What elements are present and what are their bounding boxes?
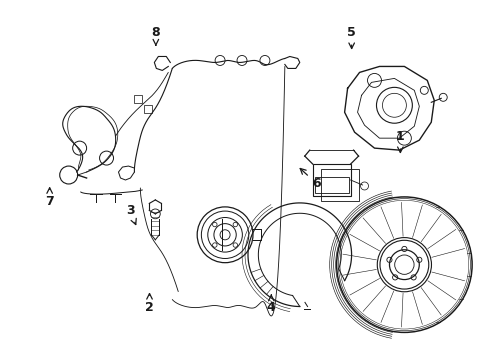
Text: 1: 1 — [395, 130, 404, 153]
Text: 4: 4 — [266, 295, 275, 314]
Text: 8: 8 — [151, 27, 160, 45]
Text: 2: 2 — [145, 293, 154, 314]
Text: 5: 5 — [346, 27, 355, 49]
Bar — [312, 164, 350, 196]
Bar — [314, 177, 348, 193]
Text: 3: 3 — [125, 204, 136, 225]
Bar — [320, 169, 358, 201]
Text: 7: 7 — [45, 188, 54, 208]
Bar — [144, 105, 152, 113]
Bar — [134, 95, 142, 103]
Text: 6: 6 — [300, 168, 320, 190]
